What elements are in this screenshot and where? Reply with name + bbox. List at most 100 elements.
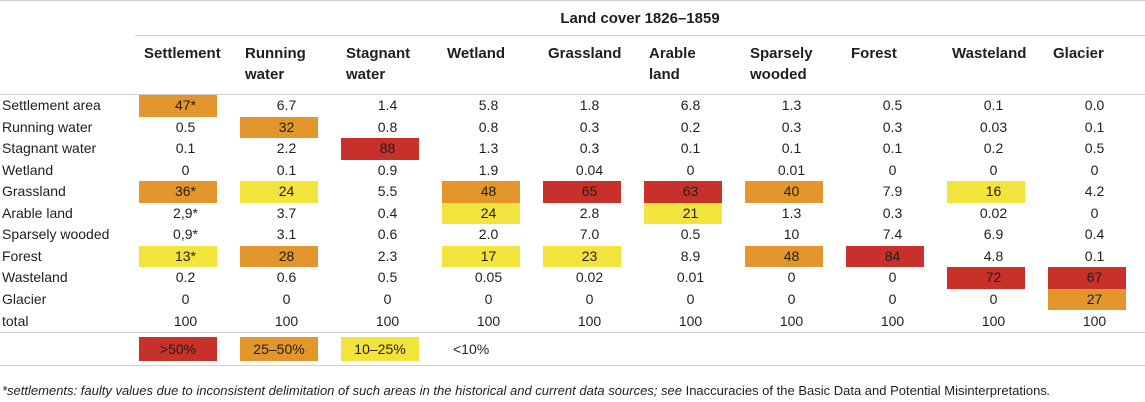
cell-value: 0.03	[979, 118, 1008, 135]
cell-value: 0	[686, 290, 695, 307]
row-label: Grassland	[2, 183, 66, 199]
column-header-line: wooded	[750, 66, 807, 83]
table-title: Land cover 1826–1859	[135, 0, 1145, 36]
table-cell: 4.8	[943, 246, 1044, 268]
cell-value: 0	[484, 290, 493, 307]
cell-value: 7.4	[882, 226, 903, 242]
total-cell: 100	[741, 310, 842, 333]
cell-highlight	[442, 245, 520, 267]
table-cell: 0	[539, 289, 640, 311]
footnote-end: .	[1046, 383, 1051, 398]
cell-value: 6.7	[276, 97, 297, 113]
cell-highlight	[543, 245, 621, 267]
table-cell: 0	[842, 267, 943, 289]
table-row: Stagnant water 0.1 2.2 88 1.3 0.3 0.1 0.1 0.1 0.2…	[0, 138, 1145, 160]
cell-value: 0.05	[474, 269, 503, 285]
legend-item: <10%	[453, 341, 490, 357]
table-cell: 0	[640, 160, 741, 182]
cell-value: 6.8	[680, 97, 701, 113]
legend-cell: >50%	[135, 332, 236, 366]
legend-empty	[943, 332, 1044, 366]
table-cell: 72	[943, 267, 1044, 289]
table-cell: 0	[741, 267, 842, 289]
cell-value: 0.4	[377, 204, 398, 221]
cell-value: 67	[1086, 269, 1103, 285]
table-cell: 0.5	[640, 224, 741, 246]
column-header-line: Wasteland	[952, 45, 1027, 62]
table-cell: 48	[438, 181, 539, 203]
cell-highlight	[240, 245, 318, 267]
legend-empty	[640, 332, 741, 366]
cell-highlight	[240, 181, 318, 203]
column-header: Arable land	[640, 35, 741, 95]
table-cell: 17	[438, 245, 539, 267]
row-label: Sparsely wooded	[2, 226, 110, 242]
table-cell: 0	[438, 289, 539, 311]
cell-value: 0	[989, 161, 998, 178]
table-cell: 0.1	[741, 138, 842, 160]
total-label: total	[0, 310, 135, 333]
table-cell: 0.1	[236, 160, 337, 182]
cell-value: 1.9	[478, 161, 499, 178]
table-cell: 21	[640, 202, 741, 224]
table-cell: 0.03	[943, 117, 1044, 139]
cell-value: 3.1	[276, 226, 297, 242]
table-cell: 36*	[135, 181, 236, 203]
cell-highlight	[543, 181, 621, 203]
table-cell: 0.3	[539, 138, 640, 160]
cell-value: 1.3	[478, 140, 499, 156]
cell-value: 7.9	[882, 183, 903, 199]
cell-value: 4.8	[983, 247, 1004, 264]
table-cell: 0	[943, 160, 1044, 182]
table-cell: 1.3	[741, 203, 842, 225]
table-cell: 24	[236, 181, 337, 203]
total-cell: 100	[337, 310, 438, 333]
legend-cell: <10%	[438, 332, 539, 366]
cell-value: 0.8	[478, 118, 499, 135]
cell-value: 0	[787, 269, 796, 285]
cell-value: 7.0	[579, 226, 600, 242]
total-row: total 100 100 100 100 100 100 100 100 100 100	[0, 310, 1145, 333]
table-cell: 0.01	[741, 160, 842, 182]
cell-value: 72	[985, 269, 1002, 285]
cell-value: 88	[379, 140, 396, 156]
total-cell: 100	[1044, 310, 1145, 333]
cell-value: 0.5	[1084, 140, 1105, 156]
cell-value: 40	[783, 183, 800, 199]
table-cell: 0	[943, 289, 1044, 311]
corner-cell	[0, 0, 135, 36]
footnote-section-ref[interactable]: Inaccuracies of the Basic Data and Poten…	[685, 383, 1047, 398]
cell-value: 0.5	[377, 269, 398, 285]
cell-highlight	[240, 116, 318, 138]
cell-value: 28	[278, 247, 295, 264]
table-cell: 0.1	[842, 138, 943, 160]
table-cell: 0	[842, 289, 943, 311]
cell-value: 0.02	[575, 269, 604, 285]
cell-highlight	[1048, 267, 1127, 289]
cell-value: 13*	[174, 247, 197, 264]
row-header-corner	[0, 35, 135, 95]
cell-value: 0.6	[377, 226, 398, 242]
cell-value: 2.2	[276, 140, 297, 156]
cell-value: 0.3	[882, 204, 903, 221]
column-header: Running water	[236, 35, 337, 95]
cell-value: 0	[686, 161, 695, 178]
total-cell: 100	[135, 310, 236, 333]
column-header-line: water	[245, 66, 285, 83]
cell-value: 32	[278, 118, 295, 135]
legend-empty	[842, 332, 943, 366]
table-cell: 3.7	[236, 203, 337, 225]
table-cell: 6.9	[943, 224, 1044, 246]
cell-highlight	[644, 202, 722, 224]
table-cell: 2,9*	[135, 203, 236, 225]
cell-value: 1.3	[781, 204, 802, 221]
cell-highlight	[341, 138, 419, 160]
cell-value: 0	[787, 290, 796, 307]
table-cell: 3.1	[236, 224, 337, 246]
cell-highlight	[139, 245, 217, 267]
table-cell: 0.5	[135, 117, 236, 139]
row-label: Arable land	[2, 204, 73, 221]
table-cell: 7.0	[539, 224, 640, 246]
column-header-line: Running	[245, 45, 306, 62]
table-cell: 0.1	[1044, 246, 1145, 268]
